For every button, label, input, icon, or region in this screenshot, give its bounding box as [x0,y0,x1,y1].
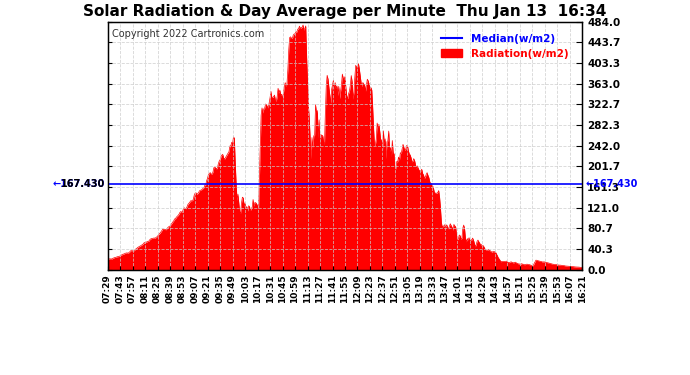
Text: 167.430: 167.430 [61,179,106,189]
Text: Copyright 2022 Cartronics.com: Copyright 2022 Cartronics.com [112,29,265,39]
Text: ←167.430: ←167.430 [52,179,105,189]
Title: Solar Radiation & Day Average per Minute  Thu Jan 13  16:34: Solar Radiation & Day Average per Minute… [83,4,607,19]
Legend: Median(w/m2), Radiation(w/m2): Median(w/m2), Radiation(w/m2) [437,29,573,63]
Text: ←167.430: ←167.430 [585,179,638,189]
